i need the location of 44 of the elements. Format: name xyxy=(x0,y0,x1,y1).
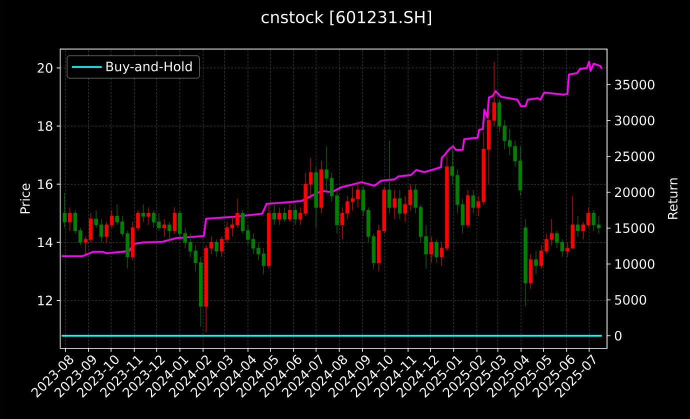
candlestick xyxy=(576,216,580,237)
candlestick xyxy=(272,204,276,226)
candlestick xyxy=(392,190,396,220)
y2-tick-label: 35000 xyxy=(615,80,654,90)
candlestick xyxy=(434,239,438,263)
candlestick xyxy=(466,190,470,228)
y-tick-label: 18 xyxy=(38,121,52,131)
candlestick xyxy=(68,207,72,231)
candlestick xyxy=(172,207,177,234)
candlestick xyxy=(168,222,172,243)
y-tick-label: 12 xyxy=(38,296,52,306)
candlestick xyxy=(162,218,166,237)
candlestick xyxy=(146,207,150,226)
candlestick xyxy=(62,192,67,228)
chart-title: cnstock [601231.SH] xyxy=(262,10,432,26)
y2-tick-label: 15000 xyxy=(615,223,654,233)
legend-label: Buy-and-Hold xyxy=(106,61,192,74)
y2-tick-label: 0 xyxy=(614,330,622,341)
y2-axis-title: Return xyxy=(668,178,678,219)
candlestick xyxy=(388,140,392,214)
candlestick xyxy=(214,239,218,258)
y2-tick-label: 30000 xyxy=(615,116,654,126)
y2-tick-label: 25000 xyxy=(615,151,654,162)
y-tick-label: 16 xyxy=(38,179,52,190)
candlestick xyxy=(267,204,271,269)
candlestick xyxy=(524,218,528,307)
candlestick xyxy=(429,236,434,263)
candlestick xyxy=(528,254,533,290)
candlestick xyxy=(293,204,297,226)
y-tick-label: 20 xyxy=(38,63,52,73)
candlestick xyxy=(398,190,402,220)
y2-tick-label: 20000 xyxy=(615,187,654,198)
candlestick xyxy=(278,207,282,226)
candlestick xyxy=(282,207,287,222)
candlestick xyxy=(288,204,292,222)
line-series xyxy=(60,60,603,257)
y2-tick-label: 10000 xyxy=(615,259,654,269)
candlestick xyxy=(534,250,538,275)
candlestick xyxy=(314,166,318,228)
y-axis-title: Price xyxy=(20,184,30,214)
y-tick-label: 14 xyxy=(38,238,52,248)
y2-tick-label: 5000 xyxy=(615,294,646,305)
candlestick xyxy=(471,190,476,214)
candlestick xyxy=(141,204,146,222)
